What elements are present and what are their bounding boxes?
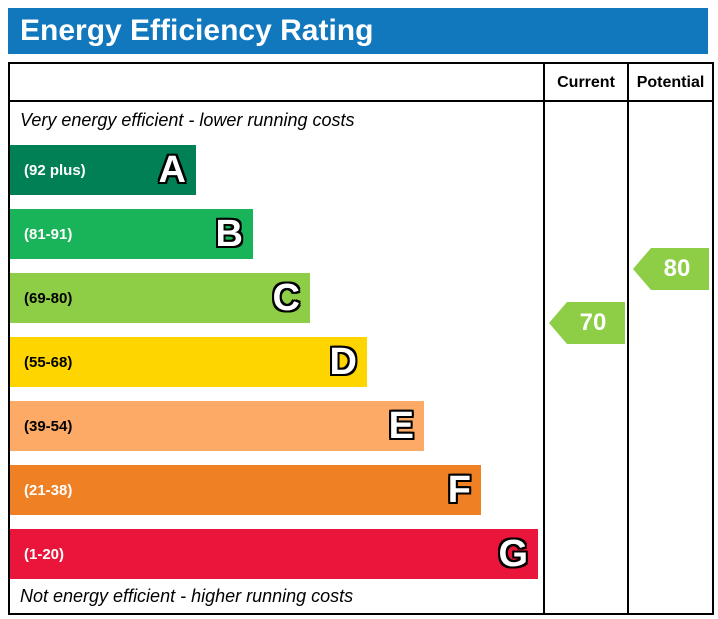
band-row-b: (81-91) B <box>10 202 543 266</box>
current-column-divider <box>543 64 545 613</box>
band-letter: D <box>329 341 357 383</box>
potential-column-header: Potential <box>636 74 705 91</box>
rating-bands: (92 plus) A (81-91) B (69-80) C (55-68) … <box>10 138 543 586</box>
page-title: Energy Efficiency Rating <box>8 8 708 54</box>
band-letter: B <box>215 213 243 255</box>
column-header-row: Current Potential <box>10 64 712 102</box>
band-row-g: (1-20) G <box>10 522 543 586</box>
potential-column-divider <box>627 64 629 613</box>
band-range-label: (21-38) <box>24 481 73 499</box>
band-bar-c: (69-80) C <box>10 273 310 323</box>
band-letter: A <box>158 149 186 191</box>
band-bar-f: (21-38) F <box>10 465 481 515</box>
band-bar-e: (39-54) E <box>10 401 424 451</box>
current-rating-arrow: 70 <box>549 302 625 344</box>
band-letter: E <box>388 405 414 447</box>
current-column-header: Current <box>557 74 615 91</box>
band-letter: G <box>498 533 528 575</box>
band-range-label: (1-20) <box>24 545 65 563</box>
band-row-d: (55-68) D <box>10 330 543 394</box>
band-letter: C <box>272 277 300 319</box>
band-letter: F <box>447 469 471 511</box>
bottom-note: Not energy efficient - higher running co… <box>20 586 354 606</box>
band-bar-g: (1-20) G <box>10 529 538 579</box>
band-range-label: (39-54) <box>24 417 73 435</box>
band-row-f: (21-38) F <box>10 458 543 522</box>
band-range-label: (81-91) <box>24 225 73 243</box>
epc-chart: Current Potential Very energy efficient … <box>8 62 714 615</box>
band-bar-b: (81-91) B <box>10 209 253 259</box>
band-range-label: (69-80) <box>24 289 73 307</box>
potential-rating-value: 80 <box>663 255 691 282</box>
potential-rating-arrow: 80 <box>633 248 709 290</box>
band-bar-a: (92 plus) A <box>10 145 196 195</box>
top-note: Very energy efficient - lower running co… <box>20 110 355 130</box>
band-row-c: (69-80) C <box>10 266 543 330</box>
band-row-e: (39-54) E <box>10 394 543 458</box>
current-rating-value: 70 <box>579 309 607 336</box>
band-row-a: (92 plus) A <box>10 138 543 202</box>
band-range-label: (92 plus) <box>24 161 86 179</box>
band-bar-d: (55-68) D <box>10 337 367 387</box>
band-range-label: (55-68) <box>24 353 73 371</box>
